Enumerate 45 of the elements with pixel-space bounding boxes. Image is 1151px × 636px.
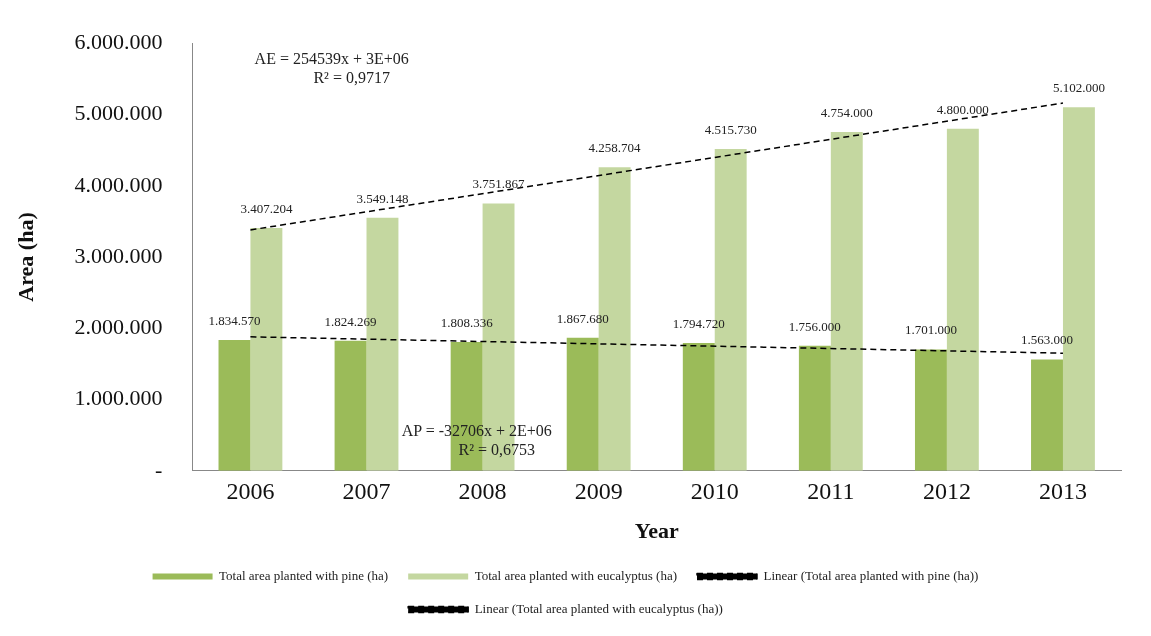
x-tick-label: 2012	[922, 478, 971, 505]
bar	[798, 345, 831, 471]
annotation: AE = 254539x + 3E+06 R² = 0,9717	[254, 49, 409, 86]
x-tick-label: 2006	[226, 478, 275, 505]
bar	[218, 340, 251, 471]
data-label: 4.754.000	[820, 104, 873, 120]
data-label: 1.834.570	[208, 312, 261, 328]
y-tick-label: 2.000.000	[74, 314, 163, 340]
data-label: 1.756.000	[788, 318, 841, 334]
x-tick-label: 2007	[342, 478, 391, 505]
y-tick-label: 3.000.000	[74, 242, 163, 268]
data-label: 3.407.204	[240, 200, 293, 216]
y-tick-label: 6.000.000	[74, 28, 163, 54]
x-tick-label: 2013	[1038, 478, 1087, 505]
bar	[682, 342, 715, 471]
legend-label: Total area planted with pine (ha)	[219, 567, 389, 583]
data-label: 4.258.704	[588, 140, 642, 156]
data-label: 1.701.000	[904, 322, 957, 338]
bar	[566, 337, 599, 471]
data-label: 4.800.000	[936, 101, 989, 117]
legend-label: Linear (Total area planted with pine (ha))	[763, 567, 979, 583]
y-tick-label: 1.000.000	[74, 385, 163, 411]
bar	[914, 349, 947, 471]
legend-label: Linear (Total area planted with eucalyptus (ha))	[474, 600, 723, 616]
data-label: 3.751.867	[472, 176, 526, 192]
data-label: 3.549.148	[356, 190, 409, 206]
legend-label: Total area planted with eucalyptus (ha)	[474, 567, 677, 583]
data-label: 1.563.000	[1021, 332, 1073, 348]
data-label: 1.794.720	[672, 315, 725, 331]
bar	[1031, 359, 1063, 471]
bar	[334, 340, 367, 471]
data-label: 1.808.336	[440, 314, 494, 330]
x-axis-title: Year	[634, 518, 679, 544]
x-tick-label: 2010	[690, 478, 739, 505]
y-axis-title: Area (ha)	[12, 212, 38, 302]
data-label: 4.515.730	[704, 121, 757, 137]
data-label: 1.867.680	[556, 310, 609, 326]
y-tick-label: -	[155, 456, 163, 482]
data-label: 5.102.000	[1052, 80, 1105, 96]
data-label: 1.824.269	[324, 313, 377, 329]
y-tick-label: 4.000.000	[74, 171, 163, 197]
x-tick-label: 2011	[807, 478, 855, 505]
x-tick-label: 2008	[458, 478, 507, 505]
y-tick-label: 5.000.000	[74, 100, 163, 126]
x-tick-label: 2009	[574, 478, 623, 505]
